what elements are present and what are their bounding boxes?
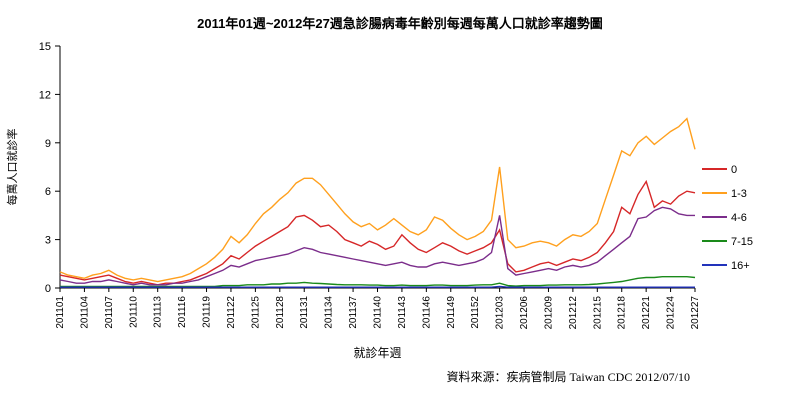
chart-title: 2011年01週~2012年27週急診腸病毒年齡別每週每萬人口就診率趨勢圖 (197, 16, 603, 31)
x-axis-label: 就診年週 (353, 346, 402, 360)
x-tick-label: 201212 (568, 296, 579, 330)
x-tick-label: 201137 (348, 296, 359, 329)
x-tick-label: 201140 (373, 296, 384, 329)
x-tick-label: 201122 (226, 296, 237, 329)
x-tick-label: 201215 (592, 296, 603, 330)
y-tick-label: 3 (45, 235, 51, 247)
x-tick-label: 201125 (250, 296, 261, 329)
x-tick-label: 201206 (519, 296, 530, 330)
y-tick-label: 15 (39, 41, 51, 53)
x-tick-label: 201131 (299, 296, 310, 329)
x-tick-label: 201146 (421, 296, 432, 329)
series-line-4-6 (59, 206, 695, 286)
legend-label-7-15: 7-15 (731, 236, 753, 248)
legend-label-0: 0 (731, 164, 737, 176)
y-tick-label: 0 (45, 283, 51, 295)
x-tick-label: 201134 (324, 296, 335, 329)
legend-label-16+: 16+ (731, 260, 750, 272)
x-tick-label: 201209 (543, 296, 554, 330)
x-tick-label: 201107 (104, 296, 115, 329)
x-tick-label: 201113 (153, 296, 164, 328)
x-tick-label: 201104 (79, 296, 90, 329)
x-tick-label: 201110 (128, 296, 139, 328)
legend-label-1-3: 1-3 (731, 188, 747, 200)
chart-canvas: 0 3 6 9 12 15 201101 201104 201107 201110 201113 20… (5, 41, 753, 330)
legend-label-4-6: 4-6 (731, 212, 747, 224)
x-tick-label: 201221 (641, 296, 652, 330)
x-tick-label: 201218 (617, 296, 628, 330)
source-note: 資料來源：疾病管制局 Taiwan CDC 2012/07/10 (446, 370, 691, 384)
x-tick-label: 201101 (55, 296, 66, 329)
series-line-1-3 (59, 117, 696, 283)
y-tick-label: 6 (45, 186, 51, 198)
x-tick-label: 201224 (666, 296, 677, 330)
y-tick-label: 12 (39, 89, 51, 101)
y-axis-title: 每萬人口就診率 (5, 129, 19, 206)
x-tick-label: 201119 (202, 296, 213, 328)
x-tick-label: 201203 (495, 296, 506, 330)
x-tick-label: 201149 (446, 296, 457, 329)
x-tick-label: 201143 (397, 296, 408, 329)
x-tick-label: 201116 (177, 296, 188, 328)
series-line-0 (59, 179, 696, 286)
series-line-7-15 (60, 275, 696, 288)
x-tick-label: 201128 (275, 296, 286, 329)
x-tick-label: 201152 (470, 296, 481, 329)
y-tick-label: 9 (45, 138, 51, 150)
series-line-16+ (60, 285, 695, 288)
x-tick-label: 201227 (690, 296, 701, 330)
